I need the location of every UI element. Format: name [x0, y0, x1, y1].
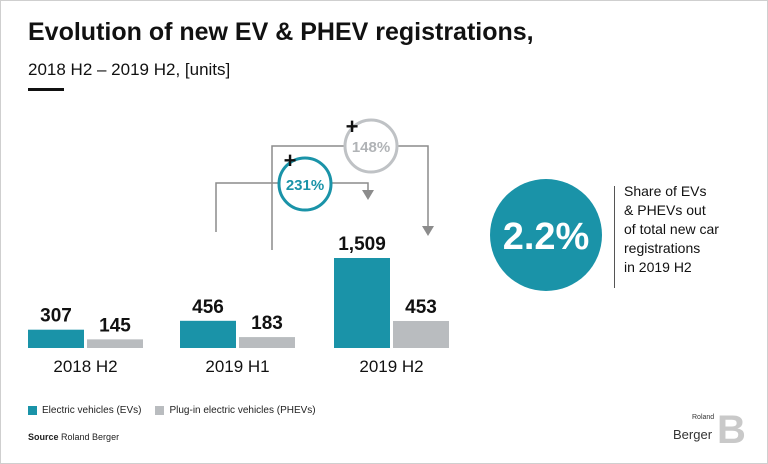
share-line: of total new car	[624, 221, 719, 237]
chart-subtitle: 2018 H2 – 2019 H2, [units]	[28, 60, 231, 79]
data-label: 183	[251, 313, 283, 334]
legend-item-phev: Plug-in electric vehicles (PHEVs)	[155, 405, 316, 416]
bar-ev	[180, 320, 236, 348]
share-value: 2.2%	[503, 216, 590, 258]
legend-swatch-phev	[155, 406, 165, 415]
share-line: in 2019 H2	[624, 259, 692, 275]
growth-phev-sign: +	[346, 114, 359, 139]
legend-label-phev: Plug-in electric vehicles (PHEVs)	[169, 405, 316, 416]
share-divider	[614, 186, 615, 288]
share-line: & PHEVs out	[624, 202, 706, 218]
growth-arrowhead-phev	[422, 226, 434, 236]
legend-swatch-ev	[28, 406, 37, 415]
category-label: 2019 H1	[205, 357, 269, 376]
share-line: Share of EVs	[624, 183, 707, 199]
bar-phev	[393, 320, 449, 348]
share-circle	[490, 179, 602, 291]
legend: Electric vehicles (EVs) Plug-in electric…	[28, 405, 330, 416]
source-note: Source Roland Berger	[28, 432, 119, 442]
bar-phev	[239, 337, 295, 348]
source-prefix: Source	[28, 432, 59, 442]
category-label: 2019 H2	[359, 357, 423, 376]
data-label: 307	[40, 306, 72, 327]
bar-ev	[334, 258, 390, 348]
data-label: 145	[99, 315, 131, 336]
legend-label-ev: Electric vehicles (EVs)	[42, 405, 142, 416]
data-label: 1,509	[338, 234, 386, 255]
data-label: 453	[405, 297, 437, 318]
growth-phev-label: 148%	[352, 139, 390, 156]
bar-phev	[87, 339, 143, 348]
growth-ev-sign: +	[284, 148, 297, 173]
legend-item-ev: Electric vehicles (EVs)	[28, 405, 141, 416]
chart-title: Evolution of new EV & PHEV registrations…	[28, 18, 534, 46]
growth-phev-circle	[343, 118, 399, 174]
growth-ev-label: 231%	[286, 177, 324, 194]
logo-small-text: Roland	[692, 414, 715, 421]
source-text: Roland Berger	[61, 432, 120, 442]
share-description: Share of EVs & PHEVs out of total new ca…	[624, 182, 754, 277]
logo-big-text: Berger	[673, 427, 713, 442]
growth-arrowhead-ev	[362, 190, 374, 200]
share-line: registrations	[624, 240, 701, 256]
bar-ev	[28, 329, 84, 348]
data-label: 456	[192, 297, 224, 318]
growth-ev-circle	[277, 156, 333, 212]
logo-letter: B	[717, 408, 746, 452]
title-rule	[28, 88, 64, 91]
category-label: 2018 H2	[53, 357, 117, 376]
